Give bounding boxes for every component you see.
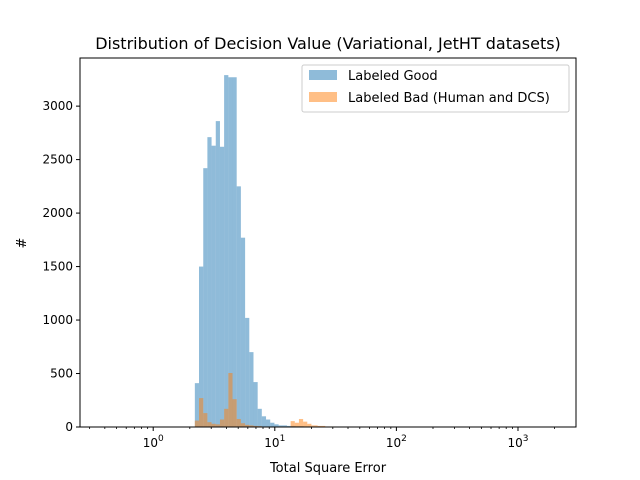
histogram-bar-labeled-good <box>245 317 250 427</box>
histogram-bar-labeled-bad <box>219 419 225 427</box>
histogram-bar-labeled-bad <box>203 413 208 427</box>
y-tick-label: 0 <box>65 420 73 434</box>
histogram-bar-labeled-good <box>228 77 233 427</box>
y-tick-label: 1500 <box>42 260 73 274</box>
histogram-bar-labeled-good <box>224 75 229 428</box>
histogram-bar-labeled-good <box>194 383 199 427</box>
x-tick-label: 102 <box>386 434 407 450</box>
legend-frame <box>301 64 570 113</box>
histogram-bar-labeled-bad <box>215 424 220 427</box>
y-tick-label: 1000 <box>42 313 73 327</box>
histogram-bar-labeled-good <box>236 186 241 427</box>
histogram-bar-labeled-bad <box>298 418 304 427</box>
histogram-bar-labeled-bad <box>236 418 241 427</box>
histogram-bar-labeled-bad <box>232 399 237 427</box>
legend-label-labeled-bad: Labeled Bad (Human and DCS) <box>348 91 550 106</box>
histogram-bar-labeled-good <box>219 146 225 427</box>
legend-swatch-labeled-good <box>309 70 337 80</box>
histogram-bar-labeled-good <box>207 137 212 427</box>
histogram-bar-labeled-bad <box>194 420 199 427</box>
histogram-bar-labeled-good <box>211 145 216 427</box>
histogram-bar-labeled-bad <box>240 423 246 427</box>
histogram-bar-labeled-bad <box>290 421 295 427</box>
x-tick-label: 103 <box>507 434 528 450</box>
histogram-bar-labeled-good <box>215 121 220 427</box>
histogram-bar-labeled-bad <box>245 424 250 427</box>
chart-title: Distribution of Decision Value (Variatio… <box>95 34 561 53</box>
y-tick-label: 2000 <box>42 206 73 220</box>
histogram-bar-labeled-bad <box>311 425 318 427</box>
x-tick-label: 101 <box>264 434 285 450</box>
histogram-bar-labeled-bad <box>294 422 299 427</box>
histogram-bar-labeled-bad <box>228 372 233 427</box>
histogram-bar-labeled-bad <box>317 425 326 427</box>
histogram-bar-labeled-good <box>270 422 275 427</box>
histogram-bar-labeled-good <box>199 266 204 427</box>
histogram-bar-labeled-bad <box>249 425 254 427</box>
histogram-bar-labeled-bad <box>224 408 229 427</box>
y-tick-label: 2500 <box>42 153 73 167</box>
x-axis-ticks: 100 101 102 103 <box>89 427 555 450</box>
histogram-bar-labeled-good <box>266 419 271 427</box>
histogram-bar-labeled-bad <box>307 423 312 427</box>
y-tick-label: 3000 <box>42 99 73 113</box>
histogram-bar-labeled-good <box>278 425 288 427</box>
y-axis-title: # <box>15 238 30 249</box>
plot-frame <box>79 57 577 428</box>
legend-label-labeled-good: Labeled Good <box>348 69 438 84</box>
y-axis-ticks: 0 500 1000 1500 2000 2500 3000 <box>42 99 80 434</box>
x-axis-title: Total Square Error <box>269 461 387 476</box>
histogram-bar-labeled-bad <box>253 425 258 427</box>
histogram-bar-labeled-good <box>232 77 237 427</box>
histogram-bar-labeled-bad <box>207 422 212 427</box>
histogram-bar-labeled-good <box>249 352 254 427</box>
histogram-bar-labeled-good <box>261 416 267 427</box>
histogram-bar-labeled-good <box>257 408 262 427</box>
histogram-bar-labeled-good <box>274 424 279 427</box>
legend: Labeled Good Labeled Bad (Human and DCS) <box>301 64 570 113</box>
legend-swatch-labeled-bad <box>309 92 337 102</box>
histogram-bar-labeled-bad <box>211 423 216 427</box>
histogram-bar-labeled-bad <box>199 398 204 427</box>
histogram-bar-labeled-bad <box>303 421 308 427</box>
histogram-bar-labeled-good <box>240 237 246 427</box>
y-tick-label: 500 <box>50 367 73 381</box>
histogram-bar-labeled-good <box>203 168 208 428</box>
series-labeled-good-bars <box>194 75 555 428</box>
x-tick-label: 100 <box>143 434 164 450</box>
histogram-bar-labeled-good <box>253 382 258 427</box>
